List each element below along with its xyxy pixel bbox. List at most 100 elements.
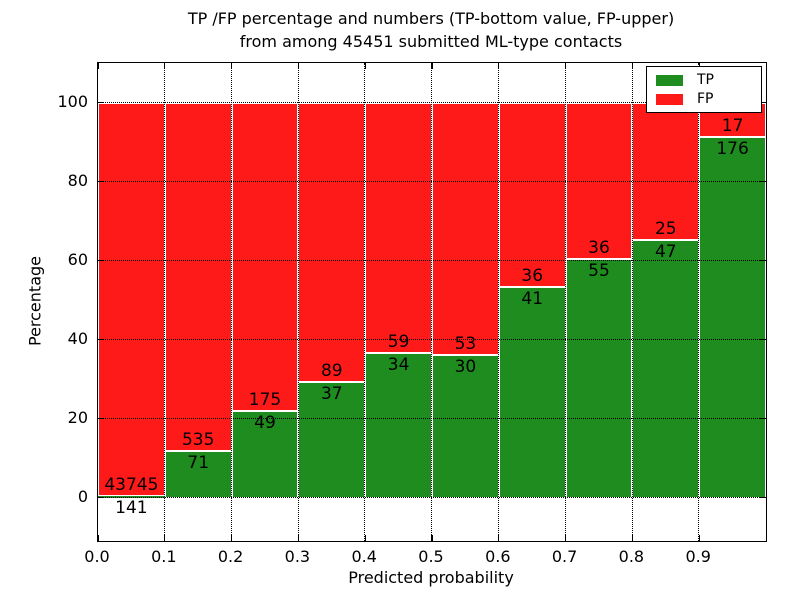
legend: TP FP xyxy=(646,66,762,113)
bar-count-label-tp: 41 xyxy=(521,289,544,310)
bar-segment-fp xyxy=(164,102,232,452)
bar-segment-tp xyxy=(231,411,299,498)
x-tick-mark-bottom xyxy=(631,535,634,541)
bar-count-label-fp: 25 xyxy=(654,218,677,239)
bar-segment-tp xyxy=(699,137,766,498)
x-tick-mark-bottom xyxy=(97,535,99,541)
bar-segment-tp xyxy=(432,354,499,498)
y-tick-mark-left xyxy=(98,496,104,499)
y-tick-label: 60 xyxy=(67,249,88,269)
vertical-gridline xyxy=(698,63,700,541)
vertical-gridline xyxy=(364,63,366,541)
x-tick-label: 0.4 xyxy=(351,547,377,566)
vertical-gridline xyxy=(631,63,633,541)
x-tick-mark-top xyxy=(364,63,366,69)
x-tick-label: 0.7 xyxy=(551,547,578,566)
chart-title-line2: from among 45451 submitted ML-type conta… xyxy=(239,31,623,51)
bar-segment-fp xyxy=(231,102,299,412)
bar-segment-tp xyxy=(498,287,566,498)
bar-count-label-tp: 71 xyxy=(187,453,210,474)
vertical-gridline xyxy=(297,63,299,541)
vertical-gridline xyxy=(498,63,499,541)
x-tick-label: 0.6 xyxy=(485,547,511,566)
x-tick-mark-bottom xyxy=(431,535,433,541)
bar-count-label-tp: 141 xyxy=(115,498,148,519)
bar-count-label-fp: 43745 xyxy=(104,475,159,496)
x-tick-mark-bottom xyxy=(564,535,567,541)
y-tick-mark-left xyxy=(98,417,104,420)
bar-segment-fp xyxy=(298,102,366,382)
vertical-gridline xyxy=(431,63,433,541)
y-tick-label: 20 xyxy=(67,407,88,427)
y-tick-mark-right xyxy=(760,259,766,262)
plot-area: 43745 141 535 71 175 49 89 37 59 34 53 30 36 41 36 55 25… xyxy=(97,62,767,542)
y-tick-mark-left xyxy=(98,101,104,104)
y-axis-label: Percentage xyxy=(25,255,45,347)
y-tick-label: 80 xyxy=(67,170,88,190)
bar-count-label-fp: 175 xyxy=(248,390,282,411)
x-axis-label: Predicted probability xyxy=(348,568,514,587)
bar-segment-fp xyxy=(632,102,700,240)
bar-count-label-tp: 47 xyxy=(654,241,677,262)
legend-entry-tp: TP xyxy=(647,71,761,88)
legend-label-tp: TP xyxy=(697,71,714,88)
x-tick-label: 0.1 xyxy=(151,547,177,566)
bar-segment-fp xyxy=(565,102,633,259)
y-tick-mark-left xyxy=(98,259,104,262)
bar-count-label-tp: 55 xyxy=(588,260,610,281)
x-tick-label: 0.0 xyxy=(84,547,110,566)
bar-count-label-fp: 53 xyxy=(454,333,477,354)
x-tick-mark-top xyxy=(164,63,166,69)
x-tick-label: 0.8 xyxy=(618,547,645,566)
bar-segment-tp xyxy=(565,258,633,498)
y-tick-mark-right xyxy=(760,338,766,341)
fp-swatch-icon xyxy=(656,93,683,105)
bar-segment-fp xyxy=(98,102,165,497)
bar-count-label-fp: 36 xyxy=(521,266,544,287)
legend-label-fp: FP xyxy=(697,90,714,107)
y-tick-mark-left xyxy=(98,180,104,183)
x-tick-mark-bottom xyxy=(164,535,166,541)
x-tick-mark-top xyxy=(431,63,433,69)
bar-count-label-fp: 535 xyxy=(181,430,215,451)
bar-segment-fp xyxy=(432,102,499,355)
x-tick-label: 0.9 xyxy=(685,547,711,566)
x-tick-label: 0.3 xyxy=(284,547,311,566)
bar-segment-fp xyxy=(498,102,566,288)
bar-count-label-tp: 176 xyxy=(716,139,749,160)
y-tick-mark-right xyxy=(760,417,766,420)
x-tick-mark-top xyxy=(631,63,634,69)
bar-count-label-fp: 36 xyxy=(588,237,610,258)
bar-count-label-tp: 37 xyxy=(320,383,343,404)
bar-segment-tp xyxy=(365,353,432,498)
legend-entry-fp: FP xyxy=(647,90,761,107)
x-tick-mark-top xyxy=(498,63,500,69)
y-tick-label: 40 xyxy=(67,328,88,348)
y-tick-mark-right xyxy=(760,101,766,104)
y-tick-mark-right xyxy=(760,180,766,183)
chart-title-line1: TP /FP percentage and numbers (TP-bottom… xyxy=(187,9,675,28)
bar-count-label-fp: 89 xyxy=(320,360,343,381)
vertical-gridline xyxy=(164,63,165,541)
bar-segment-fp xyxy=(365,102,432,354)
y-tick-label: 0 xyxy=(77,486,88,506)
y-tick-label: 100 xyxy=(57,91,88,111)
chart-title: TP /FP percentage and numbers (TP-bottom… xyxy=(97,8,765,53)
x-tick-label: 0.5 xyxy=(418,547,444,566)
bar-count-label-fp: 59 xyxy=(387,332,410,353)
y-tick-mark-right xyxy=(760,496,766,499)
bar-count-label-fp: 17 xyxy=(721,116,744,137)
x-tick-mark-bottom xyxy=(364,535,366,541)
x-tick-mark-top xyxy=(97,63,99,69)
tp-swatch-icon xyxy=(656,74,683,86)
x-tick-mark-bottom xyxy=(230,535,233,541)
x-tick-mark-top xyxy=(564,63,567,69)
x-tick-mark-bottom xyxy=(698,535,700,541)
bar-segment-tp xyxy=(632,239,700,498)
x-tick-mark-top xyxy=(297,63,300,69)
vertical-gridline xyxy=(564,63,566,541)
x-tick-mark-top xyxy=(230,63,233,69)
x-tick-mark-bottom xyxy=(297,535,300,541)
x-tick-label: 0.2 xyxy=(217,547,244,566)
